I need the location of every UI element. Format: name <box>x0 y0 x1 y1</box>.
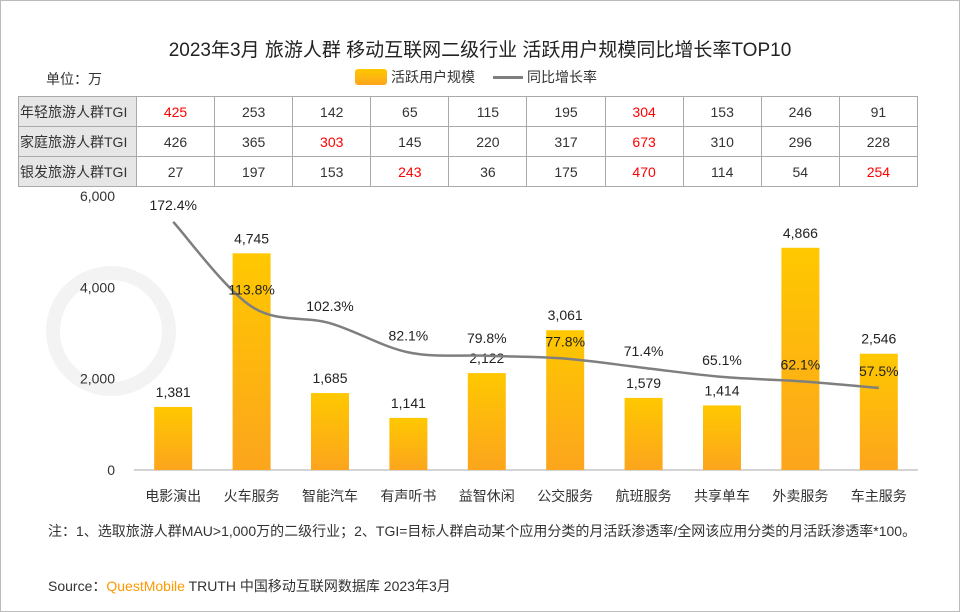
bar <box>781 247 820 470</box>
x-tick-label: 共享单车 <box>694 488 750 504</box>
bar <box>703 405 741 470</box>
tgi-cell: 228 <box>838 126 919 157</box>
watermark-logo-icon <box>46 266 176 396</box>
growth-label: 82.1% <box>389 327 429 343</box>
tgi-cell: 153 <box>292 156 372 187</box>
tgi-cell: 246 <box>760 96 840 127</box>
y-tick-label: 6,000 <box>80 188 115 204</box>
source-prefix: Source： <box>48 578 107 594</box>
legend-line-label: 同比增长率 <box>527 69 597 85</box>
bar <box>859 353 898 470</box>
tgi-cell: 115 <box>448 96 528 127</box>
x-tick-label: 车主服务 <box>851 488 907 504</box>
x-tick-label: 航班服务 <box>616 488 672 504</box>
bar-value-label: 1,579 <box>626 375 661 391</box>
x-tick-label: 公交服务 <box>537 488 593 504</box>
tgi-cell: 304 <box>604 96 684 127</box>
tgi-cell: 145 <box>370 126 450 157</box>
x-tick-label: 益智休闲 <box>459 488 515 504</box>
x-tick-label: 有声听书 <box>380 488 436 504</box>
tgi-cell: 27 <box>135 156 216 187</box>
x-tick-label: 电影演出 <box>145 488 201 504</box>
bar <box>232 253 271 470</box>
y-tick-label: 0 <box>107 462 115 478</box>
footnote: 注：1、选取旅游人群MAU>1,000万的二级行业；2、TGI=目标人群启动某个… <box>48 523 917 539</box>
legend: 活跃用户规模 同比增长率 <box>355 67 597 87</box>
bar-value-label: 1,414 <box>704 382 739 398</box>
growth-line <box>172 221 879 390</box>
source-rest: TRUTH 中国移动互联网数据库 2023年3月 <box>184 578 451 594</box>
bar-value-label: 1,685 <box>312 370 347 386</box>
growth-label: 65.1% <box>702 352 742 368</box>
tgi-cell: 220 <box>448 126 528 157</box>
x-tick-label: 智能汽车 <box>302 488 358 504</box>
chart-title: 2023年3月 旅游人群 移动互联网二级行业 活跃用户规模同比增长率TOP10 <box>168 40 792 61</box>
bar <box>467 373 506 470</box>
tgi-cell: 54 <box>760 156 840 187</box>
source: Source：QuestMobile TRUTH 中国移动互联网数据库 2023… <box>48 576 451 596</box>
tgi-row: 银发旅游人群TGI 27 197 153 243 36 175 470 114 54 254 <box>18 156 919 187</box>
legend-bar-swatch <box>355 69 387 85</box>
tgi-row-label: 银发旅游人群TGI <box>18 156 137 187</box>
source-brand: QuestMobile <box>106 578 185 594</box>
y-tick-label: 2,000 <box>80 371 115 387</box>
bar-value-label: 2,546 <box>861 331 896 347</box>
tgi-cell: 175 <box>526 156 606 187</box>
x-tick-label: 火车服务 <box>224 488 280 504</box>
tgi-cell: 36 <box>448 156 528 187</box>
growth-label: 79.8% <box>467 330 507 346</box>
tgi-row-label: 家庭旅游人群TGI <box>18 126 137 157</box>
growth-label: 62.1% <box>781 356 821 372</box>
unit-label: 单位：万 <box>46 71 102 87</box>
bar-value-label: 3,061 <box>548 307 583 323</box>
x-tick-label: 外卖服务 <box>772 488 828 504</box>
bar <box>624 397 663 470</box>
bar-value-label: 4,866 <box>783 225 818 241</box>
growth-label: 172.4% <box>149 197 196 213</box>
growth-label: 77.8% <box>545 334 585 350</box>
tgi-row: 家庭旅游人群TGI 426 365 303 145 220 317 673 310 296 228 <box>18 126 919 157</box>
bar <box>546 330 585 470</box>
growth-label: 102.3% <box>306 298 353 314</box>
tgi-cell: 254 <box>838 156 919 187</box>
tgi-cell: 195 <box>526 96 606 127</box>
tgi-cell: 114 <box>682 156 762 187</box>
growth-label: 113.8% <box>228 282 274 298</box>
bar <box>154 406 193 470</box>
tgi-cell: 197 <box>214 156 294 187</box>
tgi-table: 年轻旅游人群TGI 425 253 142 65 115 195 304 153 246 91 家庭旅… <box>18 96 919 187</box>
tgi-cell: 296 <box>760 126 840 157</box>
bar <box>389 417 428 470</box>
growth-label: 71.4% <box>624 343 664 359</box>
growth-label: 57.5% <box>859 363 899 379</box>
bar <box>311 393 349 470</box>
y-tick-label: 4,000 <box>80 279 115 295</box>
tgi-cell: 65 <box>370 96 450 127</box>
legend-line-swatch <box>493 75 523 79</box>
legend-bar-label: 活跃用户规模 <box>391 69 475 85</box>
bar-value-label: 1,141 <box>391 395 426 411</box>
bar-value-label: 1,381 <box>156 384 191 400</box>
tgi-cell: 303 <box>292 126 372 157</box>
tgi-cell: 470 <box>604 156 684 187</box>
bar-value-label: 4,745 <box>234 230 269 246</box>
bar-value-label: 2,122 <box>469 350 504 366</box>
tgi-cell: 317 <box>526 126 606 157</box>
